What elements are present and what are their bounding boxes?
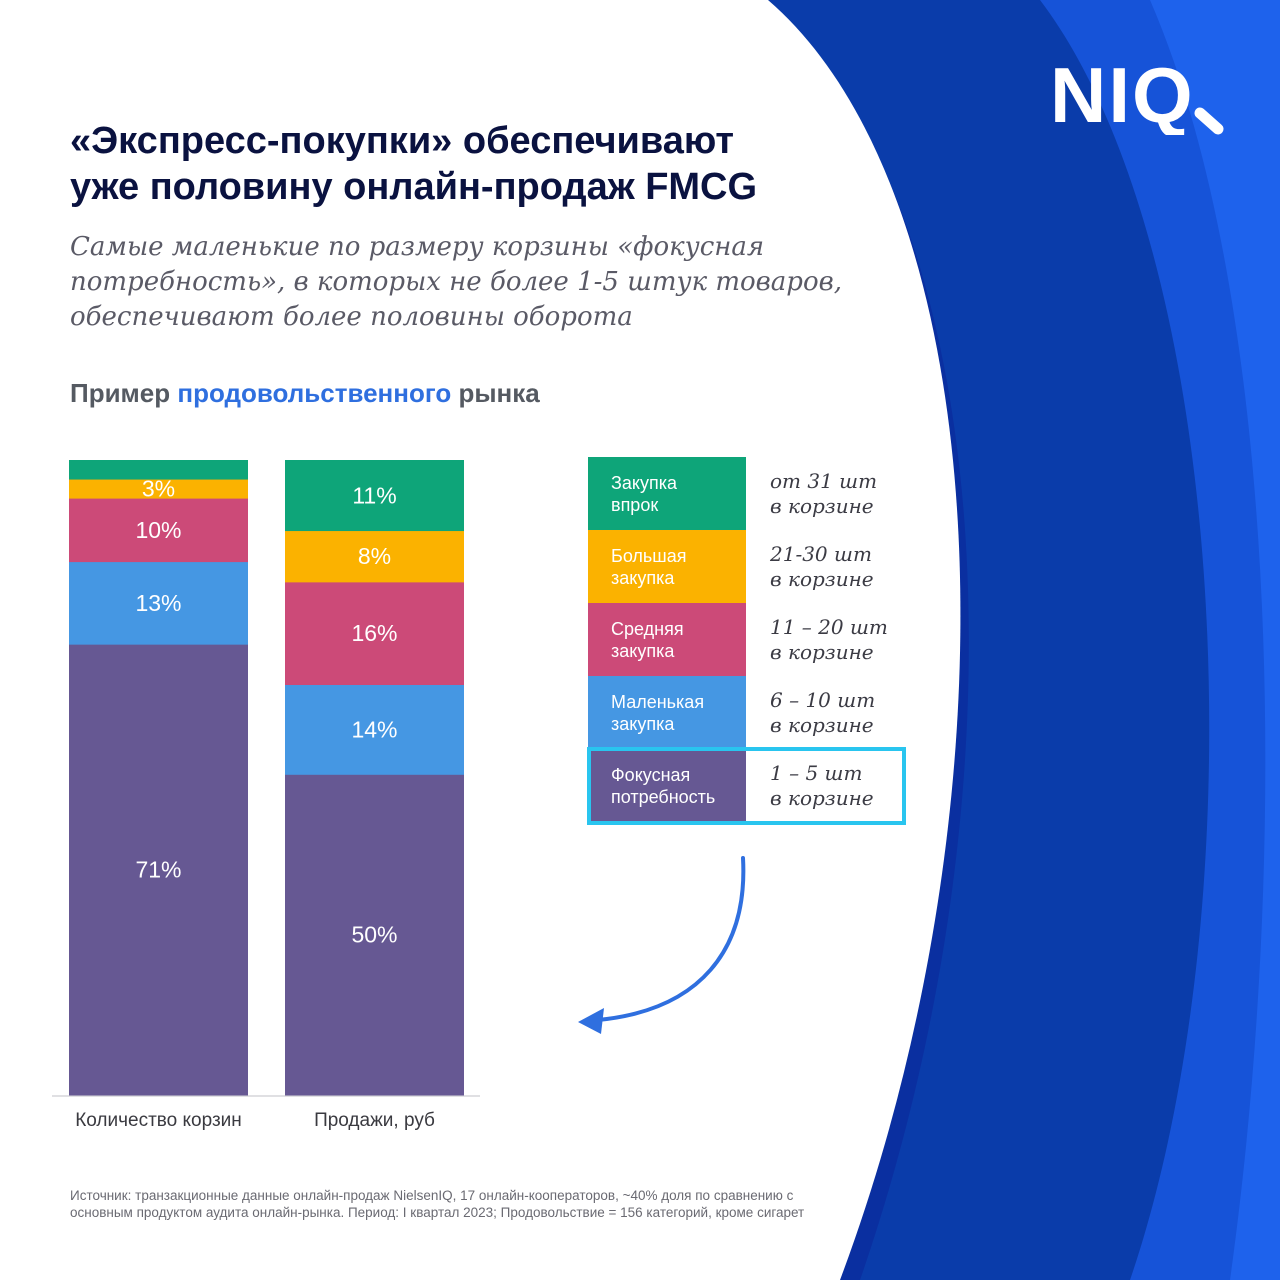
logo-text: NIQ — [1050, 55, 1195, 135]
data-label: 3% — [142, 476, 175, 502]
legend-label: Фокусная потребность — [611, 764, 716, 807]
bar-segment — [69, 644, 248, 1096]
legend-description: от 31 шт в корзине — [746, 457, 877, 530]
arrow-curve — [596, 856, 746, 1022]
legend-swatch: Маленькая закупка — [588, 676, 746, 749]
legend-desc-text: 21-30 шт в корзине — [770, 541, 874, 591]
subtitle: Самые маленькие по размеру корзины «фоку… — [70, 230, 890, 335]
page-title: «Экспресс-покупки» обеспечивают уже поло… — [70, 118, 870, 210]
market-caption: Пример продовольственного рынка — [70, 378, 540, 409]
data-label: 14% — [351, 716, 397, 742]
bar-segment — [285, 774, 464, 1096]
data-label: 13% — [135, 590, 181, 616]
arrow-head-icon — [578, 1008, 604, 1034]
market-prefix: Пример — [70, 378, 171, 408]
legend-desc-text: от 31 шт в корзине — [770, 468, 878, 518]
data-label: 11% — [352, 482, 396, 508]
bar-segment — [69, 479, 248, 499]
bar-segment — [285, 530, 464, 583]
legend-swatch: Большая закупка — [588, 530, 746, 603]
legend-description: 21-30 шт в корзине — [746, 530, 874, 603]
legend-label: Закупка впрок — [611, 472, 677, 515]
legend-description: 11 – 20 шт в корзине — [746, 603, 888, 676]
legend-desc-text: 6 – 10 шт в корзине — [770, 687, 876, 737]
subtitle-line-2: потребность», в которых не более 1-5 шту… — [70, 267, 842, 297]
market-highlight: продовольственного — [177, 378, 452, 408]
legend-item: Маленькая закупка 6 – 10 шт в корзине — [588, 676, 906, 749]
bar-segment — [285, 684, 464, 775]
legend-desc-text: 11 – 20 шт в корзине — [770, 614, 888, 664]
chart-legend: Закупка впрок от 31 шт в корзине Большая з… — [588, 457, 906, 822]
category-label: Продажи, руб — [314, 1110, 435, 1131]
legend-swatch: Средняя закупка — [588, 603, 746, 676]
legend-item: Большая закупка 21-30 шт в корзине — [588, 530, 906, 603]
bar-segment — [69, 561, 248, 645]
title-line-1: «Экспресс-покупки» обеспечивают — [70, 120, 734, 162]
subtitle-line-1: Самые маленькие по размеру корзины «фоку… — [70, 232, 765, 262]
legend-item: Закупка впрок от 31 шт в корзине — [588, 457, 906, 530]
legend-label: Маленькая закупка — [611, 691, 705, 734]
legend-label: Средняя закупка — [611, 618, 684, 661]
category-label: Количество корзин — [75, 1110, 242, 1131]
subtitle-line-3: обеспечивают более половины оборота — [70, 302, 633, 332]
legend-description: 1 – 5 шт в корзине — [746, 749, 874, 822]
legend-label: Большая закупка — [611, 545, 687, 588]
source-note: Источник: транзакционные данные онлайн-п… — [70, 1188, 805, 1220]
legend-item: Средняя закупка 11 – 20 шт в корзине — [588, 603, 906, 676]
legend-swatch: Фокусная потребность — [588, 749, 746, 822]
bar-segment — [69, 460, 248, 480]
legend-description: 6 – 10 шт в корзине — [746, 676, 875, 749]
data-label: 71% — [135, 857, 181, 883]
data-label: 8% — [358, 543, 391, 569]
title-line-2: уже половину онлайн-продаж FMCG — [70, 166, 758, 208]
legend-item: Фокусная потребность 1 – 5 шт в корзине — [588, 749, 906, 822]
bar-segment — [285, 460, 464, 532]
legend-desc-text: 1 – 5 шт в корзине — [770, 760, 874, 810]
logo-q-tail — [1194, 107, 1224, 135]
data-label: 16% — [351, 620, 397, 646]
data-label: 50% — [351, 922, 397, 948]
data-label: 10% — [135, 517, 181, 543]
bar-segment — [285, 581, 464, 685]
niq-logo: NIQ — [1050, 55, 1224, 135]
legend-swatch: Закупка впрок — [588, 457, 746, 530]
market-suffix: рынка — [458, 378, 540, 408]
focus-highlight-box — [587, 747, 906, 825]
bar-segment — [69, 498, 248, 563]
